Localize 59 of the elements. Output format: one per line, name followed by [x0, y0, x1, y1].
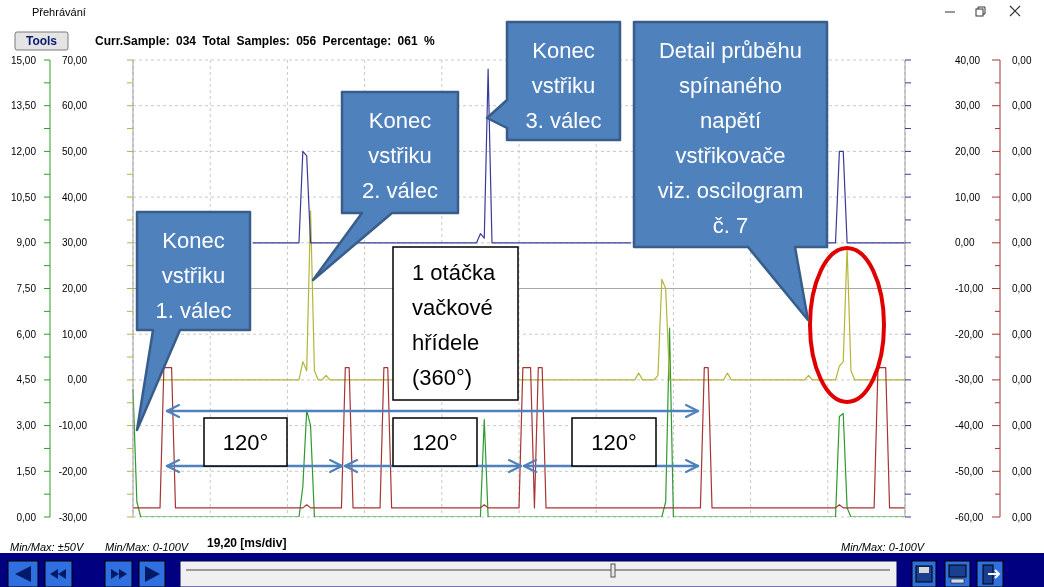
- chart-subtitle: Curr.Sample: 034 Total Samples: 056 Percentage: 061 %: [95, 34, 435, 48]
- y2-tick-label: 15,00: [10, 54, 37, 66]
- y-tick-label: 10,00: [61, 328, 88, 340]
- y2-tick-label: 6,00: [16, 328, 37, 340]
- y2-tick-label: 10,50: [10, 191, 37, 203]
- text: 0,00: [1012, 511, 1032, 523]
- y3-tick-label: 0,00: [955, 237, 975, 249]
- y-tick-label: 30,00: [61, 237, 88, 249]
- y2-tick-label: 4,50: [16, 374, 37, 386]
- annotation: 120°: [412, 430, 458, 455]
- text: 0,00: [1012, 191, 1032, 203]
- y-tick-label: -20,00: [58, 465, 88, 477]
- y3-tick-label: 40,00: [955, 54, 981, 66]
- annotation: 120°: [591, 430, 637, 455]
- annotation: 120°: [222, 430, 269, 455]
- y3-tick-label: -60,00: [955, 511, 984, 523]
- y-tick-label: 40,00: [61, 191, 88, 203]
- y-tick-label: 70,00: [61, 54, 88, 66]
- y-tick-label: 20,00: [61, 283, 88, 295]
- y3-tick-label: 20,00: [955, 145, 981, 157]
- y3-tick-label: -40,00: [955, 420, 984, 432]
- y3-tick-label: -20,00: [955, 328, 984, 340]
- y-tick-label: 0,00: [67, 374, 88, 386]
- y2-tick-label: 9,00: [16, 237, 37, 249]
- y2-tick-label: 7,50: [16, 283, 37, 295]
- y3-tick-label: -50,00: [955, 465, 984, 477]
- y-axis-title: Min/Max: 0-100V: [105, 541, 190, 553]
- text: 0,00: [1012, 465, 1032, 477]
- text: 0,00: [1012, 420, 1032, 432]
- y-tick-label: 50,00: [61, 145, 88, 157]
- annotation: Konec vstřiku 3. válec: [525, 38, 602, 133]
- text: 0,00: [1012, 328, 1032, 340]
- annotation: Konec vstřiku 2. válec: [362, 108, 438, 203]
- text: 0,00: [1012, 54, 1032, 66]
- x-axis-title: 19,20 [ms/div]: [207, 536, 287, 550]
- text: 0,00: [1012, 283, 1032, 294]
- y2-tick-label: 0,00: [16, 511, 37, 523]
- y3-tick-label: 30,00: [955, 100, 981, 112]
- annotation: Detail průběhu spínaného napětí vstřikovače viz. oscilogram č. 7: [657, 38, 804, 238]
- y2-tick-label: 12,00: [10, 145, 37, 157]
- y-tick-label: 60,00: [61, 100, 88, 112]
- annotation: Konec vstřiku 1. válec: [155, 228, 232, 323]
- y2-tick-label: 1,50: [16, 465, 37, 477]
- text: 0,00: [1012, 145, 1032, 157]
- y3-tick-label: -30,00: [955, 374, 984, 386]
- y-tick-label: -30,00: [58, 511, 88, 523]
- text: 0,00: [1012, 237, 1032, 249]
- y2-tick-label: 3,00: [16, 420, 37, 432]
- y3-tick-label: -10,00: [955, 283, 984, 295]
- tools-button: Tools: [14, 31, 69, 51]
- annotation: 1 otáčka vačkové hřídele (360°): [412, 260, 496, 390]
- text: 0,00: [1012, 100, 1032, 112]
- text: 0,00: [1012, 374, 1032, 386]
- y3-axis-title: Min/Max: 0-100V: [841, 541, 926, 553]
- y2-axis-title: Min/Max: ±50V: [10, 541, 85, 553]
- y3-tick-label: 10,00: [955, 191, 981, 203]
- chart-title: Přehrávání: [32, 6, 86, 18]
- y-tick-label: -10,00: [58, 420, 88, 432]
- y2-tick-label: 13,50: [10, 100, 37, 112]
